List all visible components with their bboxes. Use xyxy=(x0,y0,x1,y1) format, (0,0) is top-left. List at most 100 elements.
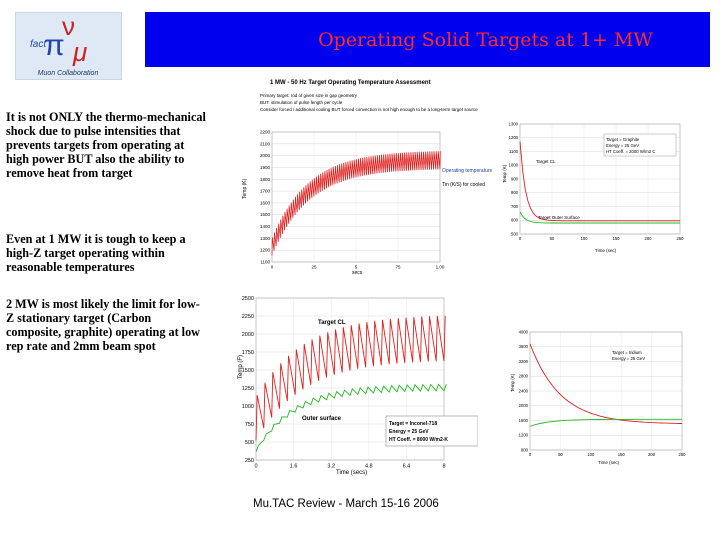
y-tick-label: 1100 xyxy=(260,260,270,265)
x-ticks: 0 50 100 150 200 250 xyxy=(529,452,686,457)
y-tick-label: 2000 xyxy=(260,153,271,158)
y-tick-label: 1700 xyxy=(260,189,271,194)
x-tick-label: 6.4 xyxy=(403,464,411,470)
gridlines xyxy=(271,131,441,263)
y-axis-label: Temp (F) xyxy=(238,355,244,379)
x-tick-label: 200 xyxy=(648,452,656,457)
legend-entry: Target = Iridium xyxy=(612,350,642,355)
y-ticks: 2500 2250 2000 1750 1500 1250 1000 750 500 250 xyxy=(242,296,254,464)
bullet-text: Even at 1 MW it is tough to keep a high-… xyxy=(6,232,186,274)
x-tick-label: 25 xyxy=(311,265,317,270)
y-axis-label: Temp (K) xyxy=(502,164,507,183)
y-tick-label: 2800 xyxy=(519,374,529,379)
y-tick-label: 1750 xyxy=(242,350,254,356)
y-tick-label: 1400 xyxy=(260,224,271,229)
logo-pi-glyph: π xyxy=(44,29,65,62)
y-tick-label: 2100 xyxy=(260,141,271,146)
y-tick-label: 750 xyxy=(245,422,254,428)
x-tick-label: 0 xyxy=(271,265,274,270)
series-line-outer-surface xyxy=(255,383,447,453)
x-tick-label: 100 xyxy=(587,452,595,457)
y-tick-label: 1900 xyxy=(260,165,271,170)
x-tick-label: 100 xyxy=(581,236,589,241)
legend-entry: Energy = 25 GeV xyxy=(389,429,429,435)
y-tick-label: 2000 xyxy=(242,332,254,338)
y-tick-label: 800 xyxy=(521,447,529,452)
y-tick-label: 1500 xyxy=(260,212,271,217)
y-ticks: 1300 1200 1100 1000 900 800 700 600 500 xyxy=(509,121,519,236)
y-tick-label: 1200 xyxy=(519,433,529,438)
y-tick-label: 1000 xyxy=(242,404,254,410)
y-tick-label: 3600 xyxy=(519,344,529,349)
y-tick-label: 1100 xyxy=(509,149,519,154)
y-tick-label: 2400 xyxy=(519,388,529,393)
chart-legend xyxy=(603,133,677,157)
muon-collaboration-logo: π ν μ fact Muon Collaboration xyxy=(15,11,122,80)
legend-entry: HT Coeff. = 2000 W/m2 C xyxy=(606,149,655,154)
x-tick-label: 150 xyxy=(618,452,626,457)
chart-note: Primary target: rod of given size in gap… xyxy=(260,93,358,98)
series-line-operating-temperature xyxy=(271,151,441,256)
y-tick-label: 800 xyxy=(511,190,519,195)
y-tick-label: 2200 xyxy=(260,130,271,135)
x-tick-label: 250 xyxy=(677,236,685,241)
y-ticks: 2200 2100 2000 1900 1800 1700 1600 1500 1400 1300… xyxy=(260,130,271,265)
x-tick-label: 50 xyxy=(558,452,563,457)
y-tick-label: 2500 xyxy=(242,296,254,302)
x-axis-label: secs xyxy=(352,270,363,276)
legend-entry: Target = Graphite xyxy=(606,137,640,142)
x-tick-label: 1.00 xyxy=(436,265,445,270)
y-tick-label: 250 xyxy=(245,458,254,464)
x-tick-label: 50 xyxy=(550,236,555,241)
chart-graphite-target: 1300 1200 1100 1000 900 800 700 600 500 0 50 100 15… xyxy=(500,118,690,258)
logo-caption: Muon Collaboration xyxy=(38,70,99,77)
series-line-target-outer-surface xyxy=(519,211,680,224)
x-tick-label: 150 xyxy=(613,236,621,241)
y-tick-label: 1300 xyxy=(260,236,271,241)
logo-fact-glyph: fact xyxy=(30,39,47,50)
chart-inconel-target: 2500 2250 2000 1750 1500 1250 1000 750 500 250 0 1… xyxy=(232,290,478,476)
x-axis-label: Time (secs) xyxy=(336,470,367,476)
annotation-operating-temperature: Operating temperature xyxy=(442,168,493,174)
chart-title: 1 MW - 50 Hz Target Operating Temperatur… xyxy=(270,80,431,86)
legend-entry: Energy = 25 GeV xyxy=(606,143,639,148)
x-tick-label: 0 xyxy=(254,464,257,470)
y-tick-label: 1600 xyxy=(260,200,271,205)
x-tick-label: 0 xyxy=(519,236,522,241)
y-tick-label: 1800 xyxy=(260,177,271,182)
x-tick-label: 5 xyxy=(355,265,358,270)
x-tick-label: 3.2 xyxy=(327,464,335,470)
x-tick-label: 0 xyxy=(529,452,532,457)
legend-entry: Target = Inconel-718 xyxy=(389,421,437,427)
plot-area: 2200 2100 2000 1900 1800 1700 1600 1500 1400 1300… xyxy=(242,130,493,277)
logo-mu-glyph: μ xyxy=(72,37,87,67)
annotation-outer-surface: Target Outer Surface xyxy=(538,215,580,220)
x-tick-label: 200 xyxy=(645,236,653,241)
slide-title: Operating Solid Targets at 1+ MW xyxy=(318,28,653,51)
y-axis-label: Temp (K) xyxy=(510,373,515,392)
legend-entry: Energy = 25 GeV xyxy=(612,356,645,361)
x-tick-label: 75 xyxy=(395,265,401,270)
chart-iridium-target: 4000 3600 3200 2800 2400 2000 1600 1200 800 0 50 1… xyxy=(508,326,690,468)
y-tick-label: 1000 xyxy=(509,163,519,168)
y-tick-label: 700 xyxy=(511,204,519,209)
y-tick-label: 4000 xyxy=(519,329,529,334)
x-axis-label: Time (sec) xyxy=(595,248,617,253)
y-tick-label: 500 xyxy=(245,440,254,446)
logo-nu-glyph: ν xyxy=(62,13,75,41)
annotation-target-cl: Target CL xyxy=(318,320,346,326)
y-tick-label: 1500 xyxy=(242,368,254,374)
series-line-target-cl xyxy=(255,315,446,441)
y-tick-label: 900 xyxy=(511,176,519,181)
chart-legend xyxy=(385,415,478,447)
annotation-outer-surface: Outer surface xyxy=(302,416,342,422)
chart-1mw-operating-temperature: 1 MW - 50 Hz Target Operating Temperatur… xyxy=(232,74,500,280)
x-ticks: 0 50 100 150 200 250 xyxy=(519,236,684,241)
chart-note: BUT: stimulation of pulse length per cyc… xyxy=(260,100,343,105)
x-ticks: 0 1.6 3.2 4.8 6.4 8 xyxy=(254,464,445,470)
y-tick-label: 600 xyxy=(511,218,519,223)
y-tick-label: 1600 xyxy=(519,418,529,423)
y-axis-label: Temp (K) xyxy=(242,178,248,199)
bullet-text: It is not ONLY the thermo-mechanical sho… xyxy=(6,110,206,180)
chart-note: Consider forced / additional cooling BUT… xyxy=(260,107,478,112)
